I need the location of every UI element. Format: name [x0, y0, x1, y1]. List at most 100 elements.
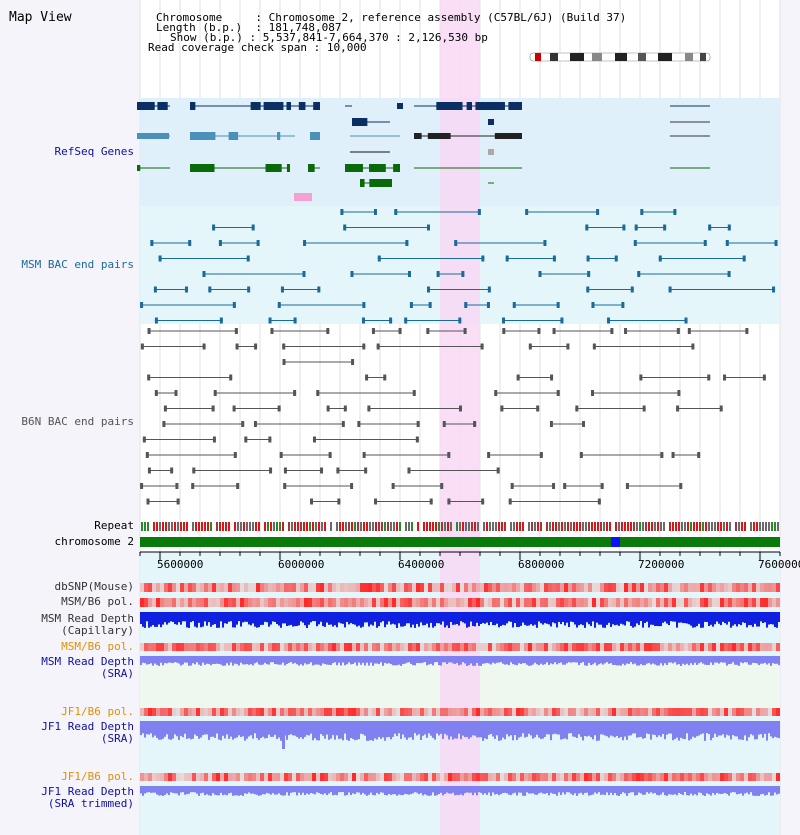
heat-cell — [652, 643, 656, 651]
heat-cell — [356, 598, 360, 607]
depth-bar — [412, 721, 414, 740]
depth-bar — [282, 786, 284, 796]
depth-bar — [732, 721, 734, 736]
heat-cell — [248, 643, 252, 651]
heat-cell — [576, 773, 580, 781]
heat-cell — [232, 708, 236, 716]
depth-bar — [310, 656, 312, 663]
heat-cell — [696, 643, 700, 651]
depth-bar — [278, 656, 280, 665]
heat-cell — [776, 773, 780, 781]
heat-cell — [384, 583, 388, 592]
track-label-b6n-bac[interactable]: B6N BAC end pairs — [21, 415, 134, 428]
heat-cell — [328, 643, 332, 651]
track-label-msm-depth-sra[interactable]: MSM Read Depth — [41, 655, 134, 668]
heat-cell — [140, 598, 144, 607]
depth-bar — [240, 612, 242, 627]
depth-bar — [534, 612, 536, 625]
depth-bar — [578, 656, 580, 666]
track-label-dbsnp[interactable]: dbSNP(Mouse) — [54, 580, 134, 593]
heat-cell — [308, 773, 312, 781]
track-label-msm-b6-pol[interactable]: MSM/B6 pol. — [61, 595, 134, 608]
depth-bar — [582, 612, 584, 626]
depth-bar — [188, 656, 190, 666]
bac-end — [679, 483, 683, 489]
repeat-block — [207, 522, 209, 531]
heat-cell — [224, 773, 228, 781]
heat-cell — [732, 643, 736, 651]
depth-bar — [740, 656, 742, 663]
heat-cell — [608, 583, 612, 592]
depth-bar — [346, 786, 348, 796]
depth-bar — [690, 786, 692, 794]
depth-bar — [530, 656, 532, 666]
depth-bar — [634, 612, 636, 627]
repeat-block — [378, 522, 380, 531]
track-label-jf1-depth-sra[interactable]: JF1 Read Depth — [41, 720, 134, 733]
track-label-repeat[interactable]: Repeat — [94, 519, 134, 532]
repeat-block — [405, 522, 407, 531]
track-label-chromosome[interactable]: chromosome 2 — [54, 535, 134, 548]
depth-bar — [176, 786, 178, 794]
heat-cell — [312, 773, 316, 781]
track-label-refseq[interactable]: RefSeq Genes — [54, 145, 134, 158]
track-label-msm-b6-pol-2[interactable]: MSM/B6 pol. — [61, 640, 134, 653]
depth-bar — [574, 656, 576, 663]
track-label-jf1-b6-pol[interactable]: JF1/B6 pol. — [61, 705, 134, 718]
bac-end — [270, 328, 274, 334]
gene-exon — [190, 102, 196, 110]
bac-end — [426, 286, 430, 293]
depth-bar — [366, 612, 368, 623]
depth-bar — [630, 656, 632, 663]
depth-bar — [180, 721, 182, 736]
gene-exon — [310, 132, 320, 140]
heat-cell — [180, 708, 184, 716]
heat-cell — [772, 773, 776, 781]
depth-bar — [624, 612, 626, 626]
track-label-msm-depth-cap[interactable]: MSM Read Depth — [41, 612, 134, 625]
depth-bar — [612, 786, 614, 795]
heat-cell — [460, 708, 464, 716]
track-label-jf1-depth-trim[interactable]: JF1 Read Depth — [41, 785, 134, 798]
depth-bar — [778, 656, 780, 666]
heat-cell — [636, 598, 640, 607]
heat-cell — [652, 773, 656, 781]
depth-bar — [286, 721, 288, 740]
heat-cell — [704, 773, 708, 781]
repeat-block — [228, 522, 230, 531]
depth-bar — [750, 786, 752, 793]
depth-bar — [294, 612, 296, 627]
depth-bar — [650, 721, 652, 740]
depth-bar — [352, 721, 354, 739]
depth-bar — [360, 612, 362, 628]
heat-cell — [708, 708, 712, 716]
heat-cell — [140, 643, 144, 651]
depth-bar — [774, 612, 776, 628]
heat-cell — [696, 773, 700, 781]
track-label-jf1-b6-pol-2[interactable]: JF1/B6 pol. — [61, 770, 134, 783]
depth-bar — [264, 612, 266, 622]
depth-bar — [362, 786, 364, 793]
heat-cell — [284, 583, 288, 592]
depth-bar — [192, 786, 194, 793]
heat-cell — [152, 708, 156, 716]
depth-bar — [558, 656, 560, 664]
bac-end — [502, 317, 506, 324]
heat-cell — [252, 598, 256, 607]
depth-bar — [706, 656, 708, 665]
depth-bar — [390, 786, 392, 795]
bac-end — [350, 483, 354, 489]
heat-cell — [456, 643, 460, 651]
depth-bar — [552, 612, 554, 623]
bac-end — [371, 328, 375, 334]
track-label-msm-bac[interactable]: MSM BAC end pairs — [21, 258, 134, 271]
depth-bar — [738, 656, 740, 666]
depth-bar — [642, 612, 644, 628]
repeat-block — [765, 522, 767, 531]
repeat-block — [510, 522, 512, 531]
depth-bar — [698, 721, 700, 736]
track-label-msm-depth-cap-sub: (Capillary) — [61, 624, 134, 637]
depth-bar — [234, 786, 236, 796]
